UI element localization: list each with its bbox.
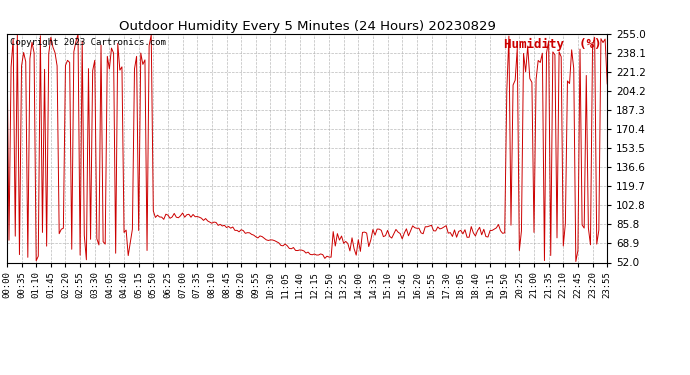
Title: Outdoor Humidity Every 5 Minutes (24 Hours) 20230829: Outdoor Humidity Every 5 Minutes (24 Hou…	[119, 20, 495, 33]
Text: Copyright 2023 Cartronics.com: Copyright 2023 Cartronics.com	[10, 38, 166, 47]
Text: Humidity  (%): Humidity (%)	[504, 38, 601, 51]
